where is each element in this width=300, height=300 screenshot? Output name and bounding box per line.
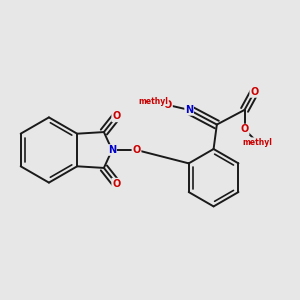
Text: O: O <box>132 145 141 155</box>
Text: O: O <box>112 178 120 189</box>
Text: O: O <box>250 87 259 97</box>
Text: O: O <box>240 124 249 134</box>
Text: methyl: methyl <box>138 97 168 106</box>
Text: N: N <box>185 105 193 115</box>
Text: O: O <box>164 100 172 110</box>
Text: N: N <box>108 145 116 155</box>
Text: O: O <box>112 111 120 122</box>
Text: methyl: methyl <box>243 138 272 147</box>
